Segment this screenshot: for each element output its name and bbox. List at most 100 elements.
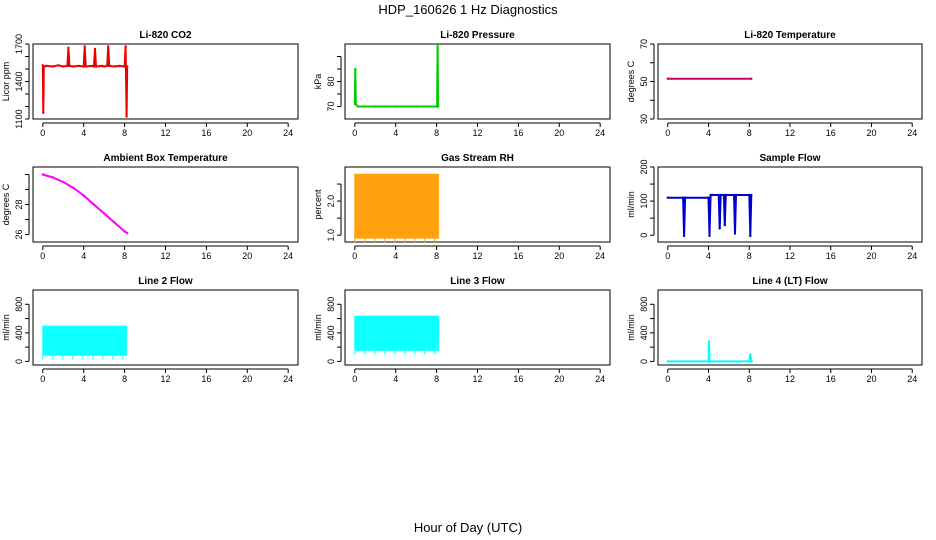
data-point bbox=[123, 230, 126, 233]
x-tick-label: 0 bbox=[665, 128, 670, 138]
data-point bbox=[93, 47, 97, 51]
data-point bbox=[126, 231, 129, 235]
x-tick-label: 12 bbox=[785, 251, 795, 261]
y-tick-label: 800 bbox=[326, 297, 336, 312]
y-tick-label: 2.0 bbox=[326, 195, 336, 208]
panel-title: Line 3 Flow bbox=[450, 276, 505, 287]
data-point bbox=[750, 360, 753, 363]
x-tick-label: 24 bbox=[907, 374, 917, 384]
x-tick-label: 8 bbox=[122, 251, 127, 261]
x-tick-label: 24 bbox=[595, 374, 605, 384]
y-tick-label: 30 bbox=[639, 114, 649, 124]
x-tick-label: 24 bbox=[283, 128, 293, 138]
panel-title: Gas Stream RH bbox=[441, 153, 514, 164]
y-tick-label: 800 bbox=[14, 297, 24, 312]
panel-li-820-pressure: Li-820 Pressure kPa 0 4 8 12 16 20 24 70 80 bbox=[313, 30, 611, 138]
x-tick-label: 4 bbox=[706, 128, 711, 138]
series-band-rh bbox=[354, 173, 440, 243]
y-axis-label: ml/min bbox=[313, 314, 323, 341]
data-point bbox=[748, 193, 751, 197]
y-axis-label: kPa bbox=[313, 74, 323, 90]
series-line-co2 bbox=[41, 45, 129, 118]
panel-title: Sample Flow bbox=[759, 153, 820, 164]
data-point bbox=[62, 180, 65, 184]
data-point bbox=[45, 64, 49, 68]
data-point bbox=[42, 111, 45, 115]
x-tick-label: 16 bbox=[826, 128, 836, 138]
data-point bbox=[666, 196, 669, 199]
panel-sample-flow: Sample Flow ml/min 0 4 8 12 16 20 24 0 100 200 bbox=[626, 153, 923, 261]
data-point bbox=[732, 193, 736, 197]
data-point bbox=[711, 193, 714, 197]
y-tick-label: 400 bbox=[14, 325, 24, 340]
x-tick-label: 16 bbox=[201, 374, 211, 384]
panel-line-4-lt-flow: Line 4 (LT) Flow ml/min 0 4 8 12 16 20 24 0 400 800 bbox=[626, 276, 923, 384]
y-tick-label: 26 bbox=[14, 229, 24, 239]
x-tick-label: 0 bbox=[665, 374, 670, 384]
y-tick-label: 400 bbox=[639, 325, 649, 340]
data-point bbox=[394, 105, 397, 108]
data-point bbox=[354, 67, 357, 71]
data-point bbox=[77, 64, 80, 68]
x-tick-label: 20 bbox=[866, 128, 876, 138]
x-tick-label: 24 bbox=[283, 374, 293, 384]
data-point bbox=[363, 105, 367, 108]
data-point bbox=[354, 102, 357, 106]
data-point bbox=[666, 360, 669, 363]
data-point bbox=[683, 196, 687, 199]
panels-grid: Li-820 CO2 Licor ppm 0 4 8 12 16 20 24 1100 1400 17… bbox=[1, 30, 923, 384]
x-tick-label: 0 bbox=[352, 374, 357, 384]
data-point bbox=[51, 65, 55, 68]
panel-title: Li-820 Temperature bbox=[744, 30, 836, 41]
series-band-lines bbox=[354, 173, 438, 243]
x-tick-label: 8 bbox=[122, 128, 127, 138]
y-axis-label: Licor ppm bbox=[1, 62, 11, 102]
y-axis-label: ml/min bbox=[1, 314, 11, 341]
x-tick-label: 12 bbox=[472, 374, 482, 384]
x-tick-label: 12 bbox=[472, 128, 482, 138]
plot-frame bbox=[344, 43, 611, 120]
data-point bbox=[113, 65, 116, 68]
data-point bbox=[748, 360, 751, 363]
x-tick-label: 0 bbox=[665, 251, 670, 261]
y-tick-label: 1700 bbox=[14, 34, 24, 54]
y-tick-label: 1100 bbox=[14, 109, 24, 128]
y-axis-label: ml/min bbox=[626, 191, 636, 218]
panel-title: Line 4 (LT) Flow bbox=[752, 276, 828, 287]
data-point bbox=[356, 105, 360, 108]
y-axis-label: percent bbox=[313, 189, 323, 220]
data-point bbox=[708, 234, 711, 238]
x-tick-label: 12 bbox=[785, 128, 795, 138]
data-point bbox=[107, 45, 110, 48]
data-point bbox=[722, 193, 725, 197]
data-point bbox=[707, 196, 710, 199]
x-tick-label: 24 bbox=[907, 128, 917, 138]
data-point bbox=[123, 65, 126, 68]
x-tick-label: 12 bbox=[785, 374, 795, 384]
data-point bbox=[94, 65, 98, 68]
panel-title: Ambient Box Temperature bbox=[103, 153, 228, 164]
x-tick-label: 8 bbox=[434, 251, 439, 261]
plot-frame bbox=[32, 43, 299, 120]
data-point bbox=[717, 193, 720, 197]
x-tick-label: 16 bbox=[826, 374, 836, 384]
panel-ambient-box-temperature: Ambient Box Temperature degrees C 0 4 8 12 16 2… bbox=[1, 153, 299, 261]
x-tick-label: 4 bbox=[393, 251, 398, 261]
plot-frame bbox=[657, 166, 923, 243]
data-point bbox=[384, 105, 387, 108]
x-tick-label: 8 bbox=[747, 128, 752, 138]
y-tick-label: 70 bbox=[639, 39, 649, 49]
data-point bbox=[733, 232, 737, 235]
data-point bbox=[68, 64, 71, 68]
data-point bbox=[90, 64, 94, 68]
data-point bbox=[82, 65, 85, 68]
series-line-line-4 bbox=[667, 340, 753, 363]
y-tick-label: 0 bbox=[14, 359, 24, 364]
series-band-line-3 bbox=[354, 315, 440, 355]
y-tick-label: 1.0 bbox=[326, 229, 336, 242]
x-tick-label: 16 bbox=[201, 251, 211, 261]
x-tick-label: 4 bbox=[81, 251, 86, 261]
x-tick-label: 20 bbox=[554, 251, 564, 261]
data-point bbox=[719, 193, 722, 197]
